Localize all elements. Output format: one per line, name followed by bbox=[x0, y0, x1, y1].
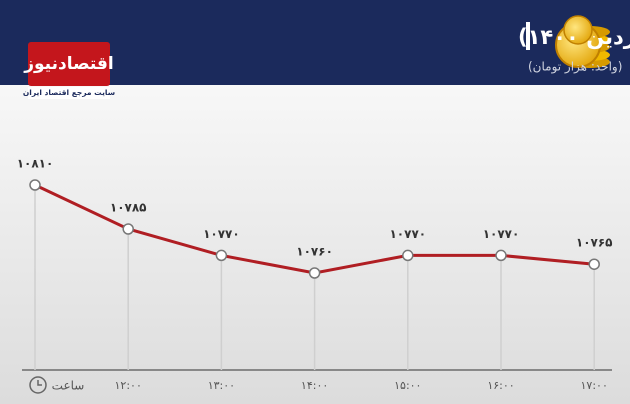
x-tick-label: ۱۲:۰۰ bbox=[115, 379, 142, 392]
logo: اقتصادنیوز سایت مرجع اقتصاد ایران bbox=[23, 42, 115, 99]
x-tick-label: ۱۴:۰۰ bbox=[301, 379, 328, 392]
value-label: ۱۰۷۸۵ bbox=[110, 201, 147, 215]
value-label: ۱۰۷۷۰ bbox=[483, 227, 520, 241]
brand-tagline: سایت مرجع اقتصاد ایران bbox=[23, 88, 115, 97]
coins-icon bbox=[555, 15, 610, 68]
point bbox=[122, 223, 134, 235]
point bbox=[588, 258, 600, 270]
x-tick-label: ۱۷:۰۰ bbox=[581, 379, 608, 392]
clock-icon bbox=[29, 376, 47, 394]
point bbox=[308, 267, 321, 279]
value-label: ۱۰۷۷۰ bbox=[203, 227, 240, 241]
x-tick-label: ۱۵:۰۰ bbox=[394, 379, 421, 392]
value-label: ۱۰۷۶۵ bbox=[576, 236, 613, 250]
chart-subtitle: (واحد: هزار تومان) bbox=[528, 60, 622, 75]
point bbox=[495, 249, 507, 262]
x-tick-label: ۱۳:۰۰ bbox=[208, 379, 235, 392]
point bbox=[29, 179, 41, 191]
x-axis-label: ساعت bbox=[52, 379, 85, 393]
x-tick-label: ۱۶:۰۰ bbox=[487, 379, 514, 392]
value-label: ۱۰۷۷۰ bbox=[389, 227, 426, 241]
point bbox=[215, 249, 228, 262]
title-bar bbox=[526, 22, 530, 50]
value-label: ۱۰۸۱۰ bbox=[17, 157, 54, 171]
brand: اقتصادنیوز bbox=[23, 54, 114, 74]
point bbox=[402, 249, 414, 262]
value-label: ۱۰۷۶۰ bbox=[296, 245, 333, 259]
chart-title: روند بهای سکه (چهارشنبه ۱۸ فروردین ۱۴۰۰) bbox=[518, 25, 630, 49]
